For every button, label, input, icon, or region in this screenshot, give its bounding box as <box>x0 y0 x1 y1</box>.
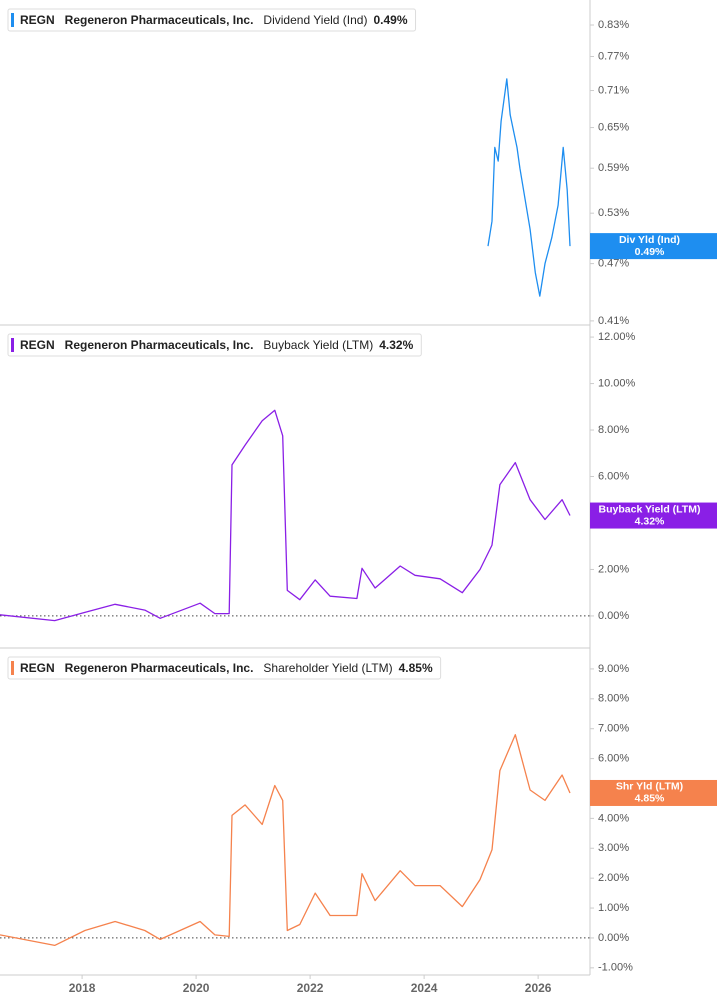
legend-text: 0.49% <box>373 13 407 27</box>
y-tick-label: 3.00% <box>598 842 629 854</box>
y-tick-label: 4.00% <box>598 812 629 824</box>
y-tick-label: 0.41% <box>598 315 629 327</box>
legend-text: Regeneron Pharmaceuticals, Inc. <box>65 661 254 675</box>
badge-label: Buyback Yield (LTM) <box>599 503 701 515</box>
value-badge <box>590 233 717 260</box>
y-tick-label: -1.00% <box>598 962 633 974</box>
legend-text: REGN <box>20 13 55 27</box>
y-tick-label: 0.00% <box>598 932 629 944</box>
y-tick-label: 8.00% <box>598 424 629 436</box>
y-tick-label: 0.53% <box>598 207 629 219</box>
y-tick-label: 0.59% <box>598 162 629 174</box>
x-tick-label: 2020 <box>183 981 210 995</box>
y-tick-label: 12.00% <box>598 331 636 343</box>
x-tick-label: 2018 <box>69 981 96 995</box>
x-tick-label: 2024 <box>411 981 438 995</box>
y-tick-label: 1.00% <box>598 902 629 914</box>
y-tick-label: 8.00% <box>598 693 629 705</box>
badge-value: 0.49% <box>635 246 665 258</box>
y-tick-label: 0.65% <box>598 121 629 133</box>
legend-text: REGN <box>20 661 55 675</box>
legend-text: Shareholder Yield (LTM) <box>263 661 392 675</box>
y-tick-label: 2.00% <box>598 563 629 575</box>
legend-text: 4.32% <box>379 338 413 352</box>
legend-swatch <box>11 13 14 27</box>
y-tick-label: 0.83% <box>598 19 629 31</box>
legend-text: 4.85% <box>399 661 433 675</box>
legend-box <box>7 333 422 357</box>
legend-text: Dividend Yield (Ind) <box>263 13 367 27</box>
y-tick-label: 2.00% <box>598 872 629 884</box>
legend-text: REGN <box>20 338 55 352</box>
y-tick-label: 6.00% <box>598 753 629 765</box>
legend-swatch <box>11 338 14 352</box>
y-tick-label: 0.47% <box>598 257 629 269</box>
legend-box <box>7 656 442 680</box>
x-tick-label: 2026 <box>525 981 552 995</box>
badge-value: 4.85% <box>635 793 665 805</box>
badge-label: Div Yld (Ind) <box>619 234 680 246</box>
legend-text: Buyback Yield (LTM) <box>263 338 373 352</box>
series-line <box>0 734 571 947</box>
badge-label: Shr Yld (LTM) <box>616 781 683 793</box>
y-tick-label: 7.00% <box>598 723 629 735</box>
y-tick-label: 6.00% <box>598 470 629 482</box>
legend-swatch <box>11 661 14 675</box>
series-line <box>0 409 571 622</box>
y-tick-label: 0.71% <box>598 84 629 96</box>
value-badge <box>590 779 717 806</box>
badge-value: 4.32% <box>635 515 665 527</box>
value-badge <box>590 502 717 529</box>
y-tick-label: 0.00% <box>598 610 629 622</box>
legend-text: Regeneron Pharmaceuticals, Inc. <box>65 13 254 27</box>
x-tick-label: 2022 <box>297 981 324 995</box>
series-line <box>487 78 571 297</box>
y-tick-label: 9.00% <box>598 663 629 675</box>
legend-text: Regeneron Pharmaceuticals, Inc. <box>65 338 254 352</box>
legend-box <box>7 8 417 32</box>
y-tick-label: 0.77% <box>598 50 629 62</box>
y-tick-label: 10.00% <box>598 377 636 389</box>
